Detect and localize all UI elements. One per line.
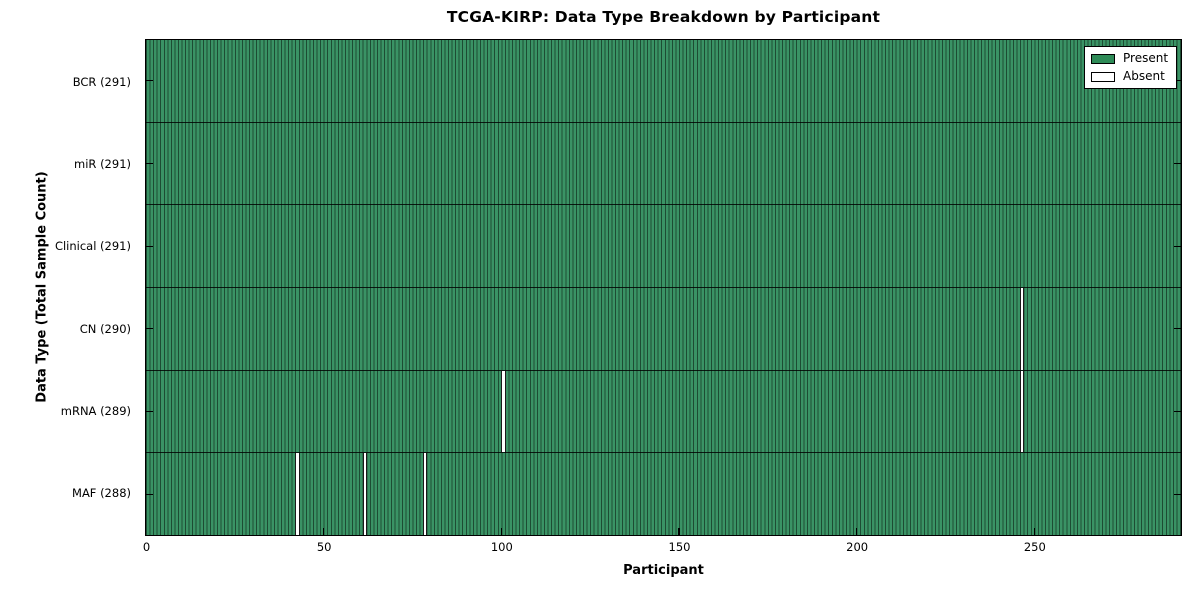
- y-tick-label-CN: CN (290): [79, 321, 131, 336]
- y-tick-mark: [1174, 328, 1181, 330]
- y-tick-mark: [1174, 493, 1181, 495]
- x-tick-label-100: 100: [490, 540, 513, 554]
- y-tick-mark: [146, 162, 153, 165]
- x-tick-label-50: 50: [316, 540, 332, 554]
- x-tick-mark: [500, 528, 502, 535]
- y-tick-mark: [1174, 80, 1181, 82]
- y-tick-mark: [146, 245, 153, 247]
- row-CN: [146, 287, 1181, 370]
- row-Clinical: [146, 204, 1181, 288]
- legend-entry-absent: Absent: [1091, 70, 1170, 83]
- y-tick-mark: [146, 493, 153, 495]
- x-tick-labels: 0 50 100 150 200 250: [142, 540, 1182, 556]
- y-tick-mark: [1174, 245, 1181, 247]
- y-tick-label-miR: miR (291): [74, 157, 131, 171]
- x-tick-mark: [1033, 528, 1035, 535]
- plot-area: Present Absent: [145, 39, 1182, 536]
- legend-label: Present: [1123, 51, 1169, 65]
- x-tick-mark: [323, 528, 325, 535]
- legend-label: Absent: [1123, 69, 1165, 83]
- legend-entry-present: Present: [1091, 52, 1170, 65]
- x-tick-label-250: 250: [1023, 540, 1046, 554]
- y-tick-mark: [146, 410, 153, 413]
- y-tick-label-mRNA: mRNA (289): [60, 404, 131, 418]
- y-tick-mark: [146, 80, 153, 82]
- absent-gap-mRNA-246: [1020, 370, 1025, 453]
- row-mRNA: [146, 369, 1181, 453]
- y-tick-mark: [1174, 162, 1181, 165]
- x-tick-mark: [856, 528, 858, 535]
- absent-gap-MAF-78: [423, 453, 428, 535]
- y-tick-label-MAF: MAF (288): [72, 486, 131, 501]
- chart-title: TCGA-KIRP: Data Type Breakdown by Partic…: [446, 8, 881, 26]
- legend: Present Absent: [1084, 46, 1177, 89]
- absent-gap-MAF-61: [362, 453, 368, 535]
- absent-gap-mRNA-100: [501, 370, 506, 453]
- legend-swatch-present: [1091, 53, 1115, 64]
- x-tick-label-0: 0: [142, 540, 151, 554]
- y-tick-mark: [146, 328, 153, 330]
- row-MAF: [146, 452, 1181, 535]
- x-axis-label: Participant: [623, 563, 704, 578]
- x-tick-label-200: 200: [846, 540, 869, 554]
- y-tick-label-Clinical: Clinical (291): [54, 239, 131, 254]
- row-BCR: [146, 40, 1181, 122]
- y-tick-labels: BCR (291) miR (291) Clinical (291) CN (290)…: [0, 39, 139, 536]
- row-miR: [146, 121, 1181, 205]
- y-tick-label-BCR: BCR (291): [72, 74, 131, 89]
- legend-swatch-absent: [1091, 71, 1115, 82]
- y-tick-mark: [1174, 410, 1181, 413]
- absent-gap-CN-246: [1020, 288, 1025, 370]
- x-tick-mark: [678, 528, 680, 535]
- absent-gap-MAF-42: [295, 453, 300, 535]
- x-tick-label-150: 150: [668, 540, 691, 554]
